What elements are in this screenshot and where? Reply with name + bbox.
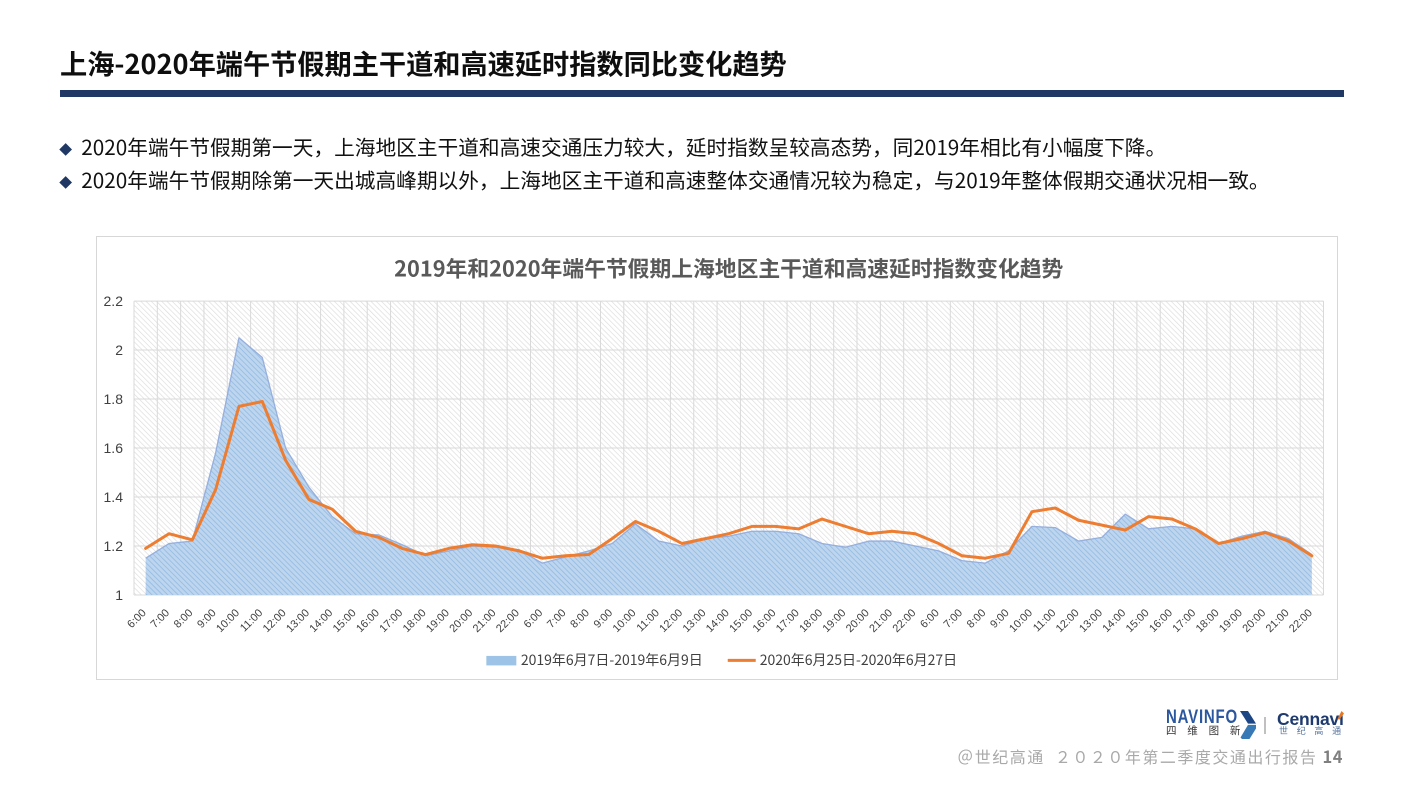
svg-text:18:00: 18:00 (400, 607, 428, 635)
svg-text:1.8: 1.8 (103, 391, 123, 407)
svg-text:12:00: 12:00 (1053, 607, 1081, 635)
svg-text:21:00: 21:00 (867, 607, 895, 635)
svg-text:8:00: 8:00 (568, 607, 592, 631)
svg-text:22:00: 22:00 (890, 607, 918, 635)
svg-text:10:00: 10:00 (1007, 607, 1035, 635)
svg-text:10:00: 10:00 (610, 607, 638, 635)
svg-text:22:00: 22:00 (1287, 607, 1315, 635)
svg-text:20:00: 20:00 (843, 607, 871, 635)
svg-text:14:00: 14:00 (703, 607, 731, 635)
svg-text:18:00: 18:00 (1193, 607, 1221, 635)
svg-text:7:00: 7:00 (148, 607, 172, 631)
svg-text:18:00: 18:00 (797, 607, 825, 635)
svg-text:1.2: 1.2 (103, 538, 123, 554)
svg-text:11:00: 11:00 (1031, 607, 1058, 634)
svg-text:8:00: 8:00 (171, 607, 195, 631)
svg-text:14:00: 14:00 (307, 607, 335, 635)
svg-text:15:00: 15:00 (1123, 607, 1151, 635)
svg-text:15:00: 15:00 (727, 607, 755, 635)
svg-text:20:00: 20:00 (447, 607, 475, 635)
svg-text:17:00: 17:00 (1170, 607, 1198, 635)
svg-text:17:00: 17:00 (377, 607, 405, 635)
svg-text:16:00: 16:00 (354, 607, 382, 635)
svg-text:1.4: 1.4 (103, 489, 123, 505)
svg-text:19:00: 19:00 (820, 607, 848, 635)
svg-text:22:00: 22:00 (494, 607, 522, 635)
svg-text:11:00: 11:00 (238, 607, 265, 634)
svg-text:8:00: 8:00 (964, 607, 988, 631)
svg-text:1.6: 1.6 (103, 440, 123, 456)
svg-text:13:00: 13:00 (680, 607, 708, 635)
svg-text:12:00: 12:00 (260, 607, 288, 635)
svg-text:1: 1 (115, 587, 123, 603)
svg-text:16:00: 16:00 (1147, 607, 1175, 635)
svg-text:7:00: 7:00 (544, 607, 568, 631)
svg-text:2019年和2020年端午节假期上海地区主干道和高速延时指数: 2019年和2020年端午节假期上海地区主干道和高速延时指数变化趋势 (394, 253, 1063, 284)
svg-text:19:00: 19:00 (1217, 607, 1245, 635)
svg-text:11:00: 11:00 (634, 607, 661, 634)
svg-text:2: 2 (115, 342, 123, 358)
svg-text:14:00: 14:00 (1100, 607, 1128, 635)
svg-text:16:00: 16:00 (750, 607, 778, 635)
svg-text:21:00: 21:00 (1263, 607, 1291, 635)
svg-text:2.2: 2.2 (103, 293, 123, 309)
svg-text:12:00: 12:00 (657, 607, 685, 635)
svg-text:13:00: 13:00 (284, 607, 312, 635)
svg-text:2020年6月25日-2020年6月27日: 2020年6月25日-2020年6月27日 (759, 650, 956, 670)
svg-text:6:00: 6:00 (521, 607, 545, 631)
svg-text:6:00: 6:00 (125, 607, 149, 631)
svg-text:10:00: 10:00 (214, 607, 242, 635)
svg-text:19:00: 19:00 (424, 607, 452, 635)
svg-text:17:00: 17:00 (773, 607, 801, 635)
svg-text:21:00: 21:00 (470, 607, 498, 635)
svg-text:20:00: 20:00 (1240, 607, 1268, 635)
svg-text:7:00: 7:00 (941, 607, 965, 631)
svg-text:6:00: 6:00 (918, 607, 942, 631)
svg-text:15:00: 15:00 (330, 607, 358, 635)
svg-text:13:00: 13:00 (1077, 607, 1105, 635)
svg-text:2019年6月7日-2019年6月9日: 2019年6月7日-2019年6月9日 (520, 650, 702, 670)
